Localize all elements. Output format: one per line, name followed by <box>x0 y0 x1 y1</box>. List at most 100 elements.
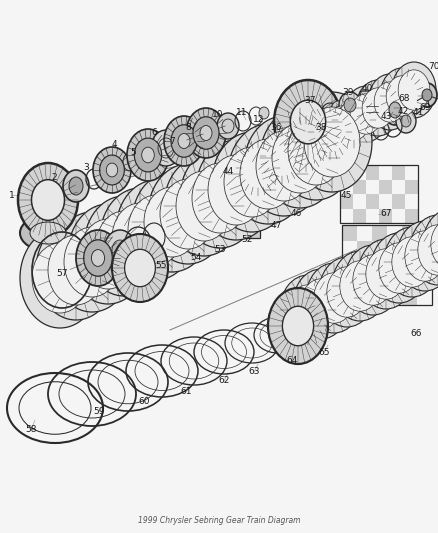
Ellipse shape <box>186 108 226 158</box>
Ellipse shape <box>30 222 66 244</box>
Ellipse shape <box>391 237 431 287</box>
Ellipse shape <box>255 131 311 201</box>
Ellipse shape <box>134 138 161 172</box>
Ellipse shape <box>195 140 276 240</box>
Text: 45: 45 <box>339 191 351 200</box>
Text: 58: 58 <box>25 425 37 434</box>
Text: 37: 37 <box>304 95 315 104</box>
Ellipse shape <box>267 288 327 364</box>
Ellipse shape <box>193 117 219 149</box>
Text: 43: 43 <box>379 111 391 120</box>
Ellipse shape <box>279 275 335 345</box>
Text: 1: 1 <box>9 190 15 199</box>
Ellipse shape <box>144 187 200 257</box>
Bar <box>190 173 204 186</box>
Ellipse shape <box>373 82 405 122</box>
Ellipse shape <box>295 110 339 166</box>
Ellipse shape <box>93 147 131 193</box>
Ellipse shape <box>409 215 438 285</box>
Ellipse shape <box>106 163 117 177</box>
Ellipse shape <box>283 116 327 172</box>
Bar <box>356 241 371 257</box>
Text: 57: 57 <box>56 269 67 278</box>
Text: 59: 59 <box>93 408 105 416</box>
Ellipse shape <box>352 255 392 305</box>
Ellipse shape <box>400 115 410 127</box>
Text: 12: 12 <box>253 115 264 124</box>
Text: 70: 70 <box>427 61 438 70</box>
Bar <box>162 225 176 238</box>
Ellipse shape <box>180 148 259 248</box>
Bar <box>204 186 218 199</box>
Ellipse shape <box>337 100 369 140</box>
Ellipse shape <box>361 88 393 128</box>
Ellipse shape <box>344 245 400 315</box>
Ellipse shape <box>258 107 268 119</box>
Ellipse shape <box>357 239 413 309</box>
Bar <box>391 194 404 208</box>
Bar <box>404 180 417 194</box>
Ellipse shape <box>20 228 100 328</box>
Ellipse shape <box>395 109 415 133</box>
Text: 60: 60 <box>138 398 149 407</box>
Ellipse shape <box>379 68 423 124</box>
Ellipse shape <box>18 163 78 237</box>
Bar <box>391 165 404 180</box>
Ellipse shape <box>63 170 89 202</box>
Text: 69: 69 <box>418 102 430 111</box>
Text: 11: 11 <box>236 108 247 117</box>
Ellipse shape <box>64 227 120 297</box>
Bar <box>401 257 416 273</box>
Bar <box>231 212 245 225</box>
Bar <box>218 199 231 212</box>
Ellipse shape <box>191 163 247 233</box>
Ellipse shape <box>236 140 279 196</box>
Ellipse shape <box>331 92 375 148</box>
Text: 3: 3 <box>83 164 88 173</box>
Bar <box>404 208 417 223</box>
Ellipse shape <box>326 267 366 317</box>
Ellipse shape <box>382 95 406 125</box>
Ellipse shape <box>177 133 190 149</box>
Bar <box>386 241 401 257</box>
Bar <box>341 289 356 305</box>
Ellipse shape <box>176 171 231 241</box>
Text: 40: 40 <box>360 84 372 93</box>
Bar <box>204 212 218 225</box>
Ellipse shape <box>254 142 285 182</box>
Ellipse shape <box>397 70 429 110</box>
Ellipse shape <box>417 225 438 275</box>
Text: 38: 38 <box>314 123 326 132</box>
Ellipse shape <box>300 279 340 329</box>
Bar <box>416 273 431 289</box>
Bar <box>162 173 176 186</box>
Bar <box>341 257 356 273</box>
Bar <box>371 289 386 305</box>
Ellipse shape <box>128 195 184 265</box>
Text: 54: 54 <box>190 253 201 262</box>
Bar <box>371 257 386 273</box>
Text: 61: 61 <box>180 387 191 397</box>
Ellipse shape <box>100 188 180 288</box>
Bar <box>190 225 204 238</box>
Text: 4: 4 <box>111 140 117 149</box>
Ellipse shape <box>391 62 435 118</box>
Ellipse shape <box>370 233 426 303</box>
Ellipse shape <box>290 100 325 144</box>
Ellipse shape <box>383 227 438 297</box>
Ellipse shape <box>259 108 339 208</box>
Bar <box>339 194 352 208</box>
Bar <box>339 165 352 180</box>
Ellipse shape <box>282 306 313 346</box>
Bar <box>365 165 378 180</box>
Ellipse shape <box>208 155 263 225</box>
Bar <box>245 173 259 186</box>
Text: 67: 67 <box>379 209 391 219</box>
Ellipse shape <box>272 123 327 193</box>
Ellipse shape <box>259 128 303 184</box>
Bar <box>190 199 204 212</box>
Ellipse shape <box>159 179 215 249</box>
Ellipse shape <box>76 230 120 286</box>
Text: 68: 68 <box>397 93 409 102</box>
Ellipse shape <box>272 122 315 178</box>
